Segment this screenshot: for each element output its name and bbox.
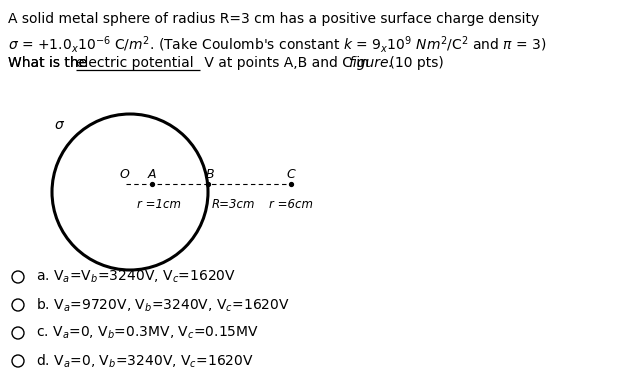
Text: b. V$_a$=9720V, V$_b$=3240V, V$_c$=1620V: b. V$_a$=9720V, V$_b$=3240V, V$_c$=1620V xyxy=(36,296,290,314)
Text: B: B xyxy=(206,168,214,181)
Text: A: A xyxy=(148,168,156,181)
Text: C: C xyxy=(286,168,295,181)
Text: figure.: figure. xyxy=(348,56,393,70)
Text: d. V$_a$=0, V$_b$=3240V, V$_c$=1620V: d. V$_a$=0, V$_b$=3240V, V$_c$=1620V xyxy=(36,352,254,370)
Text: c. V$_a$=0, V$_b$=0.3MV, V$_c$=0.15MV: c. V$_a$=0, V$_b$=0.3MV, V$_c$=0.15MV xyxy=(36,325,259,341)
Text: $\sigma$: $\sigma$ xyxy=(54,118,65,132)
Text: What is the: What is the xyxy=(8,56,92,70)
Text: electric potential: electric potential xyxy=(76,56,193,70)
Text: O: O xyxy=(119,168,129,181)
Text: $\sigma$ = +1.0$_{\mathit{x}}$10$^{-6}$ C/$\mathit{m}^{2}$. (Take Coulomb's cons: $\sigma$ = +1.0$_{\mathit{x}}$10$^{-6}$ … xyxy=(8,34,546,55)
Text: R=3cm: R=3cm xyxy=(212,198,256,211)
Text: a. V$_a$=V$_b$=3240V, V$_c$=1620V: a. V$_a$=V$_b$=3240V, V$_c$=1620V xyxy=(36,269,236,285)
Text: V at points A,B and C in: V at points A,B and C in xyxy=(200,56,374,70)
Text: What is the: What is the xyxy=(8,56,92,70)
Text: (10 pts): (10 pts) xyxy=(385,56,444,70)
Text: r =1cm: r =1cm xyxy=(137,198,181,211)
Text: A solid metal sphere of radius R=3 cm has a positive surface charge density: A solid metal sphere of radius R=3 cm ha… xyxy=(8,12,539,26)
Text: r =6cm: r =6cm xyxy=(269,198,313,211)
